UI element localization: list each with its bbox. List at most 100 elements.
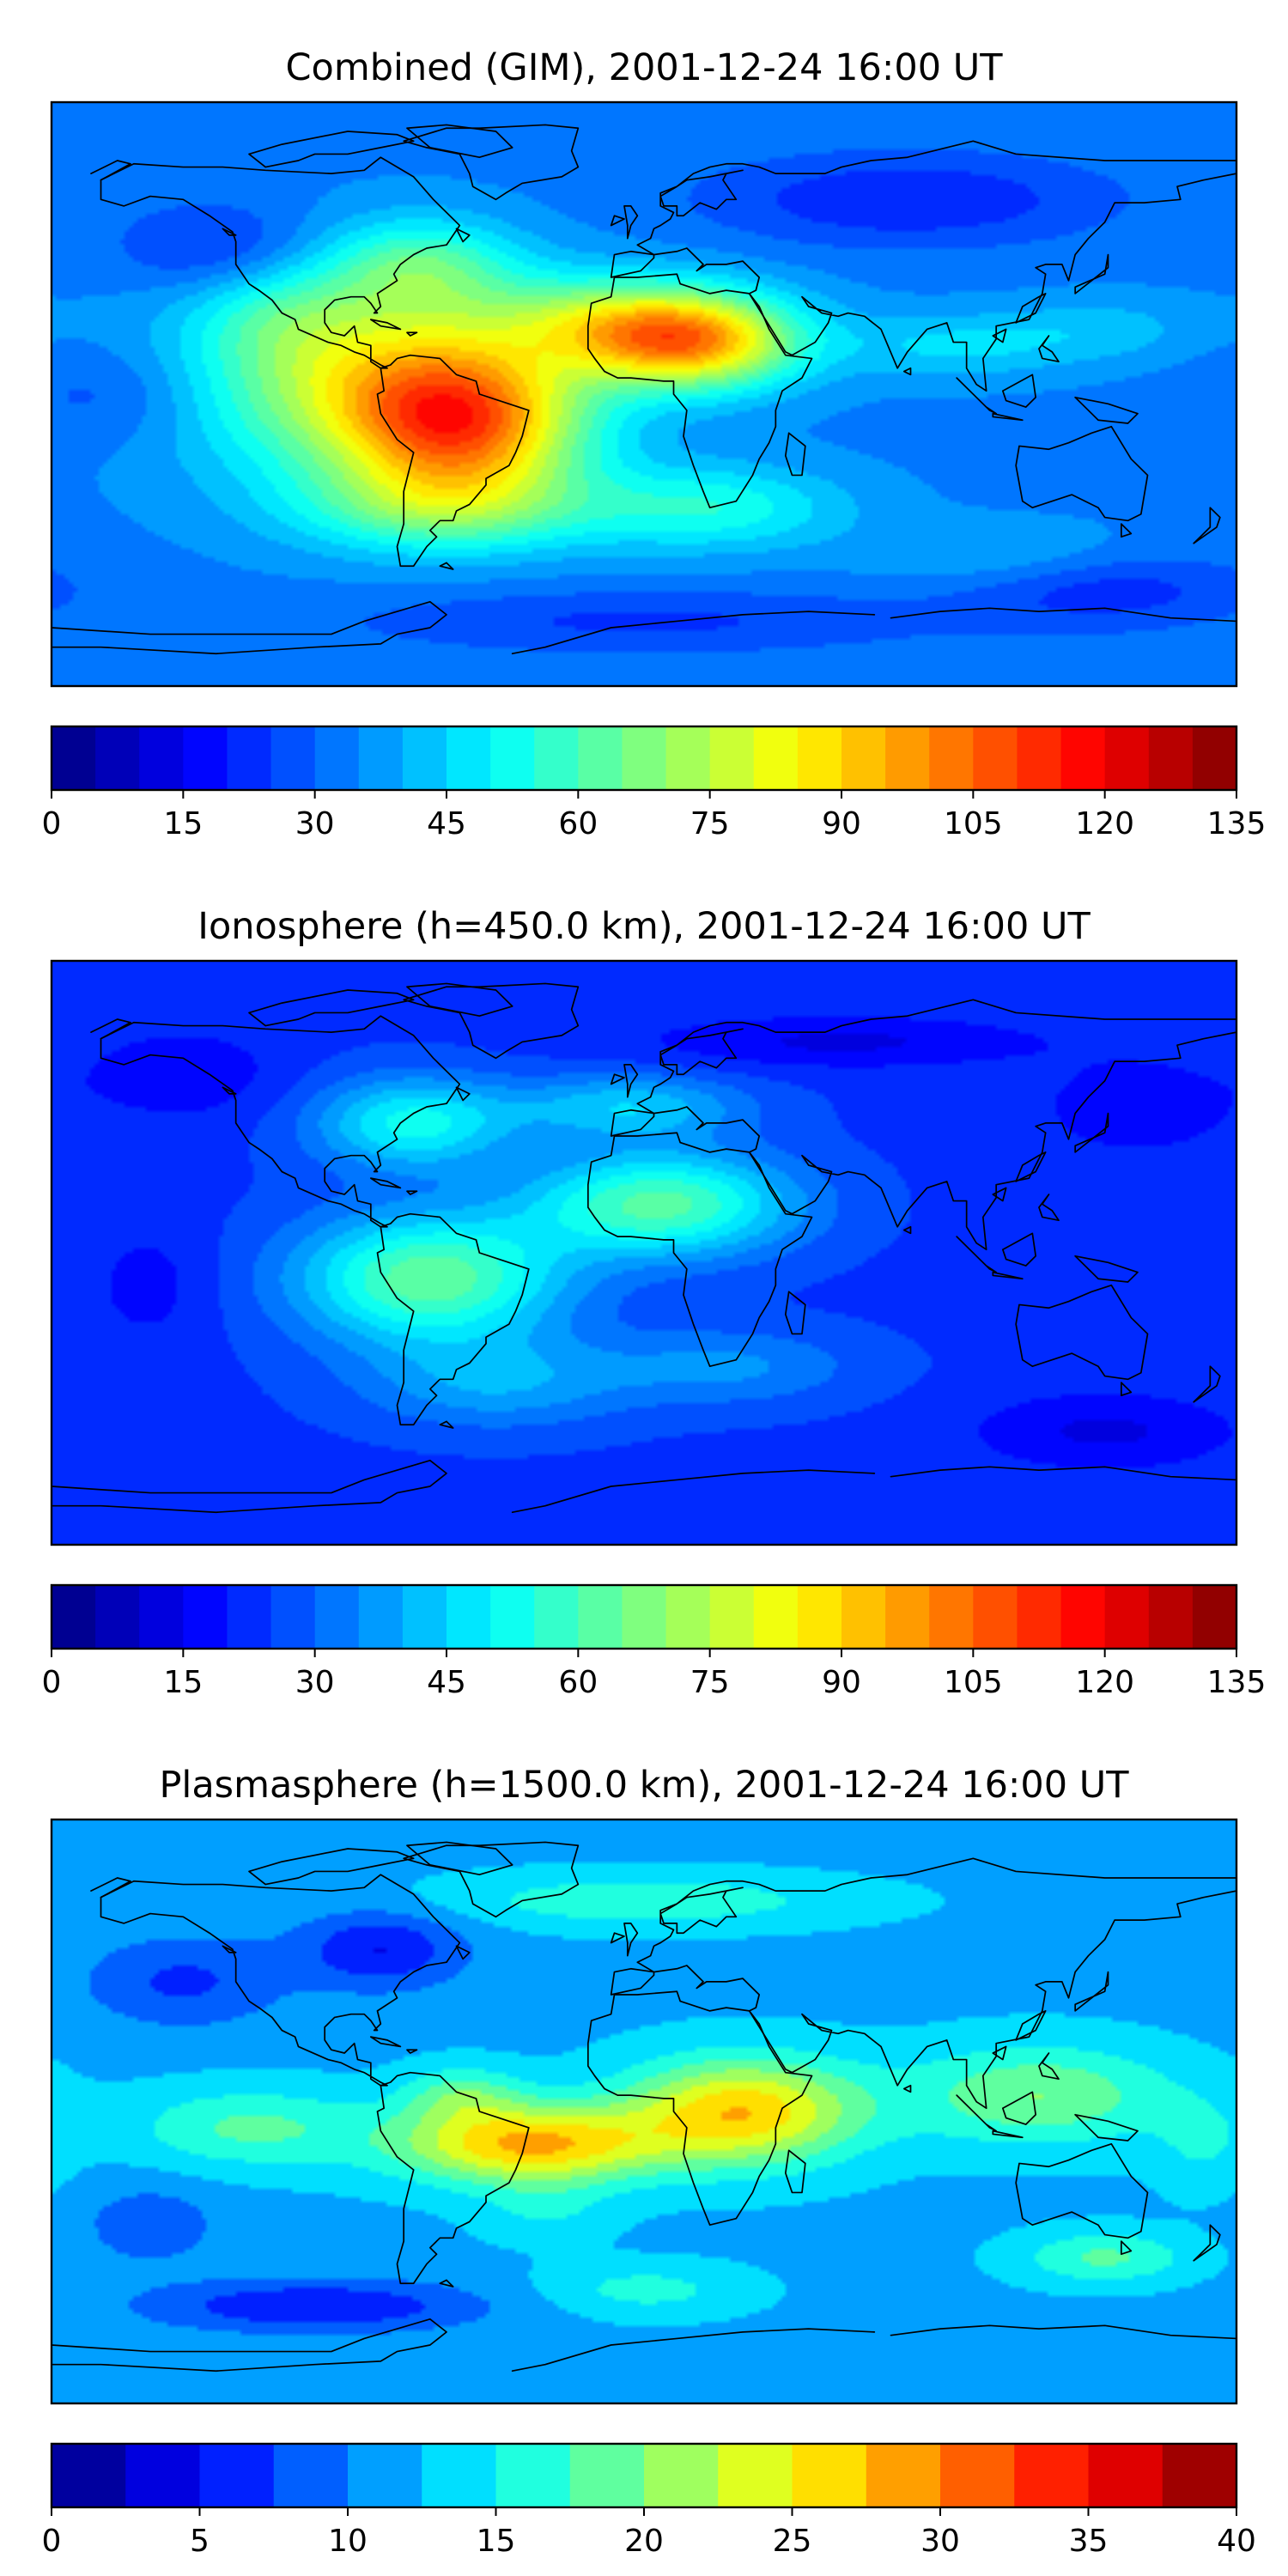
colorbar-level bbox=[1017, 726, 1062, 790]
colorbar-tick-label: 135 bbox=[1207, 806, 1267, 841]
colorbar-level bbox=[125, 2444, 201, 2507]
colorbar-level bbox=[95, 726, 140, 790]
colorbar-level bbox=[1104, 726, 1150, 790]
colorbar-tick-label: 135 bbox=[1207, 1665, 1267, 1700]
colorbar-level bbox=[1060, 1585, 1106, 1649]
colorbar-level bbox=[447, 1585, 491, 1649]
contour-field bbox=[52, 1820, 1236, 2403]
colorbar-level bbox=[1162, 2444, 1237, 2507]
contour-field bbox=[52, 102, 1236, 686]
colorbar-level bbox=[227, 726, 272, 790]
colorbar-frame bbox=[50, 725, 1238, 792]
colorbar-level bbox=[718, 2444, 793, 2507]
colorbar-level bbox=[885, 1585, 930, 1649]
colorbar-tick-label: 20 bbox=[624, 2524, 664, 2559]
colorbar-level bbox=[314, 1585, 360, 1649]
colorbar-level bbox=[490, 1585, 535, 1649]
colorbar: 0 15 30 45 60 75 90 105 120 135 bbox=[42, 725, 1267, 841]
colorbar-tick-label: 45 bbox=[427, 1665, 466, 1700]
colorbar-tick-label: 35 bbox=[1069, 2524, 1109, 2559]
colorbar-level bbox=[52, 2444, 126, 2507]
colorbar-tick-label: 25 bbox=[773, 2524, 812, 2559]
colorbar-level bbox=[183, 1585, 228, 1649]
colorbar-tick-label: 60 bbox=[558, 806, 598, 841]
colorbar-level bbox=[270, 726, 316, 790]
colorbar-level bbox=[422, 2444, 497, 2507]
colorbar-level bbox=[753, 726, 799, 790]
colorbar-level bbox=[578, 1585, 623, 1649]
colorbar-level bbox=[709, 1585, 755, 1649]
colorbar-level bbox=[402, 726, 447, 790]
colorbar-level bbox=[1148, 1585, 1194, 1649]
map-frame bbox=[50, 959, 1238, 1546]
colorbar-level bbox=[1192, 1585, 1237, 1649]
colorbar-level bbox=[866, 2444, 941, 2507]
contour-field bbox=[52, 961, 1236, 1545]
colorbar-tick-label: 40 bbox=[1217, 2524, 1256, 2559]
colorbar-level bbox=[270, 1585, 316, 1649]
colorbar-level bbox=[1104, 1585, 1150, 1649]
chart-title: Ionosphere (h=450.0 km), 2001-12-24 16:0… bbox=[197, 905, 1091, 948]
colorbar-level bbox=[495, 2444, 571, 2507]
colorbar-level bbox=[644, 2444, 719, 2507]
contour-map bbox=[52, 102, 1236, 686]
panel-ionosphere: Ionosphere (h=450.0 km), 2001-12-24 16:0… bbox=[42, 905, 1267, 1700]
colorbar-level bbox=[273, 2444, 349, 2507]
colorbar-level bbox=[402, 1585, 447, 1649]
chart-title: Combined (GIM), 2001-12-24 16:00 UT bbox=[285, 46, 1003, 89]
colorbar-level bbox=[709, 726, 755, 790]
colorbar-level bbox=[1017, 1585, 1062, 1649]
colorbar-level bbox=[139, 1585, 184, 1649]
colorbar-level bbox=[665, 726, 711, 790]
colorbar-level bbox=[753, 1585, 799, 1649]
colorbar-tick-label: 0 bbox=[42, 806, 62, 841]
colorbar-level bbox=[929, 1585, 974, 1649]
colorbar-level bbox=[95, 1585, 140, 1649]
colorbar-level bbox=[1148, 726, 1194, 790]
colorbar-tick-label: 90 bbox=[822, 1665, 861, 1700]
colorbar-level bbox=[940, 2444, 1015, 2507]
colorbar-level bbox=[841, 726, 886, 790]
colorbar-tick-label: 120 bbox=[1075, 806, 1134, 841]
colorbar-level bbox=[52, 1585, 96, 1649]
colorbar-tick-label: 120 bbox=[1075, 1665, 1134, 1700]
colorbar-tick-label: 15 bbox=[163, 1665, 203, 1700]
colorbar-level bbox=[348, 2444, 422, 2507]
colorbar-level bbox=[314, 726, 360, 790]
colorbar-level bbox=[841, 1585, 886, 1649]
colorbar-level bbox=[569, 2444, 645, 2507]
colorbar-tick-label: 0 bbox=[42, 2524, 62, 2559]
map-frame bbox=[50, 100, 1238, 688]
colorbar-level bbox=[358, 1585, 404, 1649]
colorbar-level bbox=[578, 726, 623, 790]
colorbar-tick-label: 45 bbox=[427, 806, 466, 841]
colorbar-level bbox=[227, 1585, 272, 1649]
colorbar-level bbox=[1014, 2444, 1090, 2507]
colorbar-tick-label: 15 bbox=[163, 806, 203, 841]
colorbar-level bbox=[358, 726, 404, 790]
colorbar-tick-label: 75 bbox=[690, 1665, 730, 1700]
colorbar: 0 5 10 15 20 25 30 35 40 bbox=[42, 2442, 1256, 2559]
colorbar-level bbox=[139, 726, 184, 790]
colorbar-level bbox=[973, 726, 1018, 790]
colorbar-level bbox=[622, 1585, 667, 1649]
contour-map bbox=[52, 1820, 1236, 2403]
colorbar-tick-label: 0 bbox=[42, 1665, 62, 1700]
colorbar-tick-label: 30 bbox=[295, 1665, 335, 1700]
colorbar-tick-label: 90 bbox=[822, 806, 861, 841]
colorbar-level bbox=[52, 726, 96, 790]
map-frame bbox=[50, 1818, 1238, 2405]
colorbar-level bbox=[792, 2444, 867, 2507]
colorbar-tick-label: 5 bbox=[190, 2524, 210, 2559]
contour-map bbox=[52, 961, 1236, 1545]
colorbar-level bbox=[490, 726, 535, 790]
colorbar-frame bbox=[50, 1583, 1238, 1650]
colorbar-level bbox=[973, 1585, 1018, 1649]
colorbar-tick-label: 30 bbox=[295, 806, 335, 841]
colorbar-tick-label: 75 bbox=[690, 806, 730, 841]
chart-title: Plasmasphere (h=1500.0 km), 2001-12-24 1… bbox=[159, 1764, 1129, 1807]
colorbar-tick-label: 15 bbox=[477, 2524, 516, 2559]
colorbar-tick-label: 30 bbox=[920, 2524, 960, 2559]
colorbar-level bbox=[797, 1585, 842, 1649]
